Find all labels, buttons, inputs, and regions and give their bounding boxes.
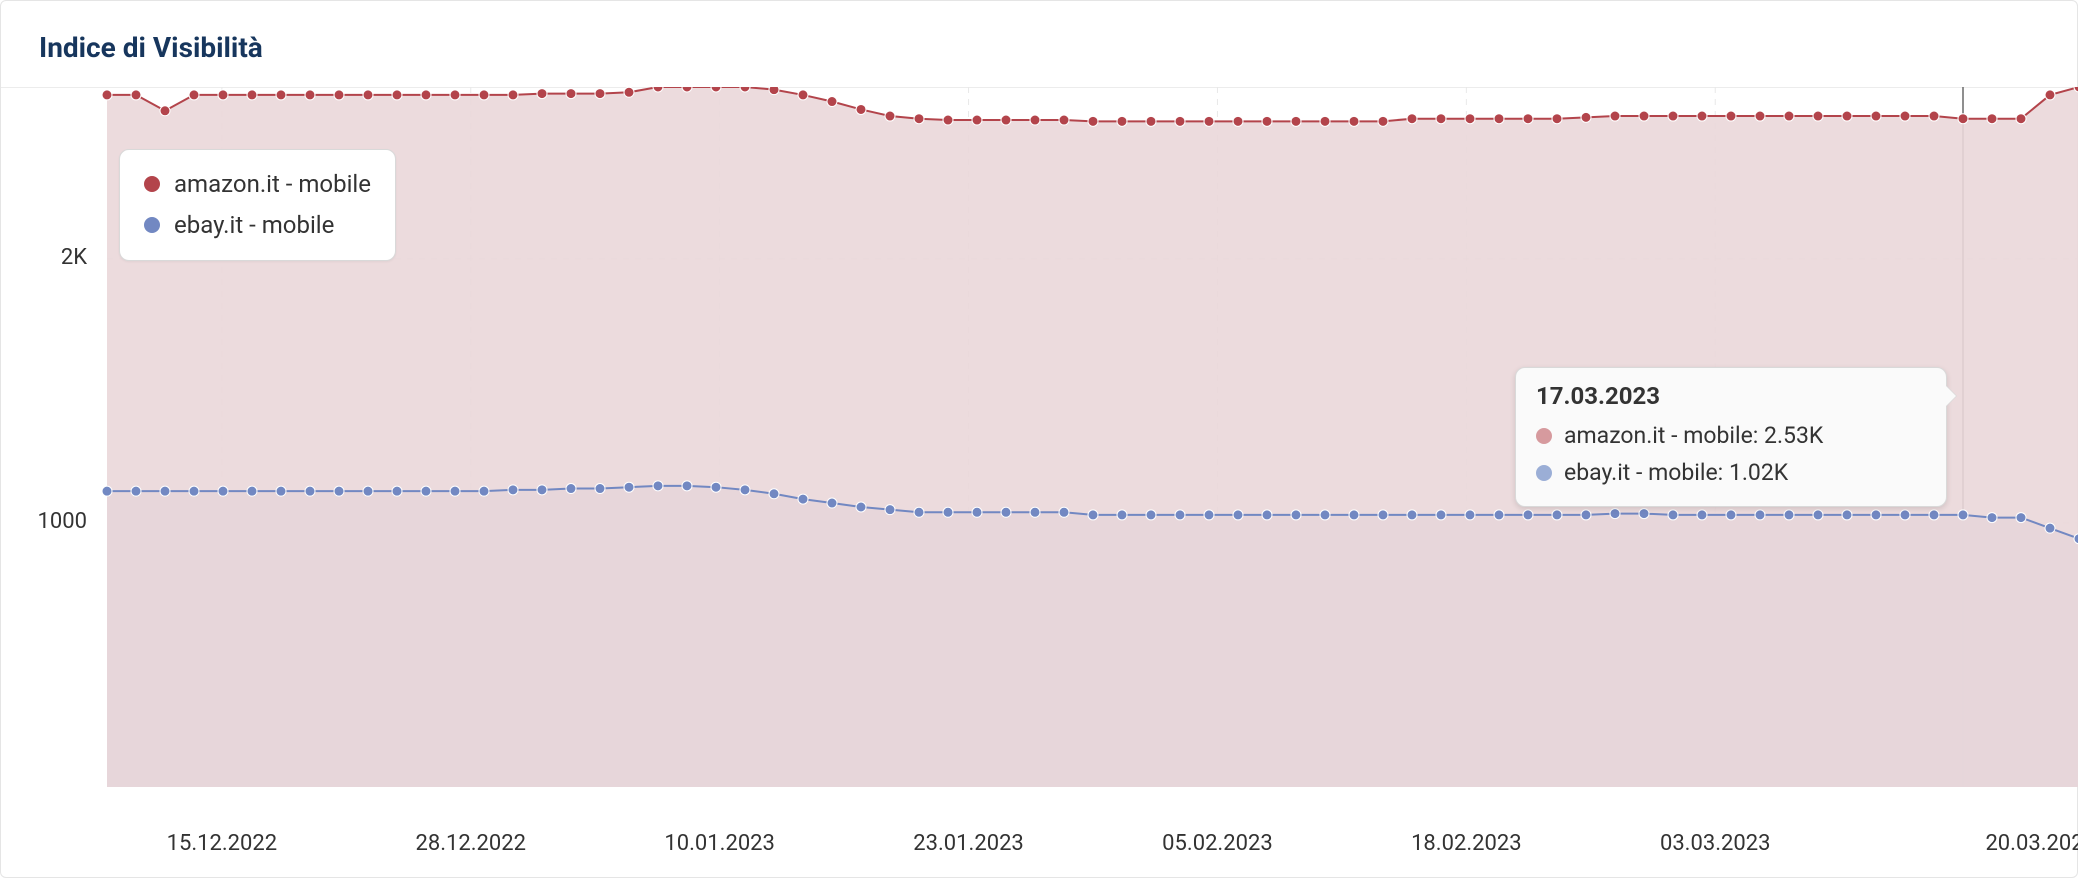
tooltip-row: amazon.it - mobile: 2.53K: [1536, 418, 1926, 455]
x-axis-label: 23.01.2023: [889, 831, 1049, 856]
x-axis-label: 18.02.2023: [1386, 831, 1546, 856]
visibility-card: Indice di Visibilità amazon.it - mobilee…: [0, 0, 2078, 878]
y-axis-label: 1000: [1, 509, 87, 534]
chart-title: Indice di Visibilità: [39, 31, 263, 64]
legend-dot-icon: [144, 176, 160, 192]
tooltip-value: ebay.it - mobile: 1.02K: [1564, 455, 1788, 492]
legend-label: ebay.it - mobile: [174, 205, 334, 246]
x-axis-label: 03.03.2023: [1635, 831, 1795, 856]
tooltip-row: ebay.it - mobile: 1.02K: [1536, 455, 1926, 492]
tooltip-value: amazon.it - mobile: 2.53K: [1564, 418, 1823, 455]
x-axis-label: 10.01.2023: [640, 831, 800, 856]
legend-dot-icon: [144, 217, 160, 233]
tooltip-dot-icon: [1536, 428, 1552, 444]
x-axis-label: 28.12.2022: [391, 831, 551, 856]
x-axis-label: 20.03.2023: [1961, 831, 2078, 856]
chart-tooltip: 17.03.2023 amazon.it - mobile: 2.53Kebay…: [1515, 367, 1947, 507]
legend-item[interactable]: amazon.it - mobile: [144, 164, 371, 205]
tooltip-title: 17.03.2023: [1536, 382, 1926, 410]
tooltip-dot-icon: [1536, 465, 1552, 481]
x-axis-label: 15.12.2022: [142, 831, 302, 856]
legend-label: amazon.it - mobile: [174, 164, 371, 205]
tooltip-caret: [1946, 386, 1956, 406]
chart-legend: amazon.it - mobileebay.it - mobile: [119, 149, 396, 261]
y-axis-label: 2K: [1, 245, 87, 270]
legend-item[interactable]: ebay.it - mobile: [144, 205, 371, 246]
x-axis-label: 05.02.2023: [1137, 831, 1297, 856]
